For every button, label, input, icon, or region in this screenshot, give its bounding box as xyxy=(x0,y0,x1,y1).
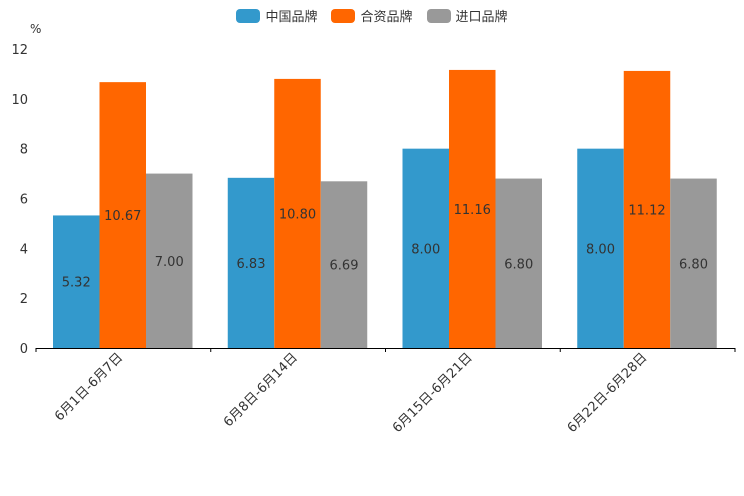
y-tick-label: 10 xyxy=(11,93,28,108)
y-tick-label: 6 xyxy=(20,193,28,208)
data-label: 6.69 xyxy=(330,259,359,274)
data-label: 5.32 xyxy=(62,276,91,291)
y-tick-label: 12 xyxy=(11,43,28,58)
legend-item-joint-venture-brand[interactable]: 合资品牌 xyxy=(331,6,413,25)
bar-0-2 xyxy=(402,148,449,348)
data-label: 7.00 xyxy=(155,255,184,270)
bar-2-0 xyxy=(146,173,193,348)
bar-1-0 xyxy=(99,82,146,349)
data-label: 10.80 xyxy=(279,207,316,222)
x-tick-label: 6月22日-6月28日 xyxy=(565,350,651,436)
data-label: 8.00 xyxy=(411,242,440,257)
legend-label-import-brand: 进口品牌 xyxy=(455,10,508,25)
legend: 中国品牌 合资品牌 进口品牌 xyxy=(0,6,744,25)
legend-label-joint-venture-brand: 合资品牌 xyxy=(360,10,413,25)
legend-label-china-brand: 中国品牌 xyxy=(265,10,318,25)
legend-swatch-china-brand xyxy=(236,8,261,23)
bar-1-3 xyxy=(623,70,671,348)
legend-item-import-brand[interactable]: 进口品牌 xyxy=(426,6,508,25)
data-label: 6.80 xyxy=(504,257,533,272)
bar-2-1 xyxy=(320,181,368,348)
bar-0-0 xyxy=(53,215,100,348)
data-label: 8.00 xyxy=(586,242,615,257)
x-tick-label: 6月15日-6月21日 xyxy=(390,350,476,436)
bar-0-3 xyxy=(577,148,624,348)
x-tick-label: 6月8日-6月14日 xyxy=(221,350,301,430)
data-label: 10.67 xyxy=(104,209,141,224)
data-label: 11.12 xyxy=(628,203,665,218)
bar-2-3 xyxy=(670,178,717,348)
y-axis-unit-label: % xyxy=(30,22,41,36)
bar-1-2 xyxy=(449,69,496,349)
data-label: 6.83 xyxy=(237,257,266,272)
bar-2-2 xyxy=(495,178,542,348)
bar-1-1 xyxy=(274,78,321,349)
bar-0-1 xyxy=(227,177,275,348)
legend-swatch-import-brand xyxy=(426,8,451,23)
y-tick-label: 8 xyxy=(20,143,28,158)
legend-swatch-joint-venture-brand xyxy=(331,8,356,23)
x-tick-label: 6月1日-6月7日 xyxy=(52,350,126,424)
y-tick-label: 4 xyxy=(20,242,28,257)
data-label: 11.16 xyxy=(454,203,491,218)
y-tick-label: 0 xyxy=(20,342,28,357)
y-tick-label: 2 xyxy=(20,292,28,307)
data-label: 6.80 xyxy=(679,257,708,272)
legend-item-china-brand[interactable]: 中国品牌 xyxy=(236,6,317,25)
